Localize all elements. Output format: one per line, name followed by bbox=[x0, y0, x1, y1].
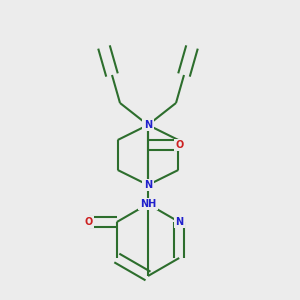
Text: N: N bbox=[144, 120, 152, 130]
Text: N: N bbox=[144, 180, 152, 190]
Text: O: O bbox=[176, 140, 184, 150]
Text: N: N bbox=[144, 120, 152, 130]
Text: O: O bbox=[85, 217, 93, 227]
Text: N: N bbox=[175, 217, 183, 227]
Text: NH: NH bbox=[140, 199, 156, 209]
